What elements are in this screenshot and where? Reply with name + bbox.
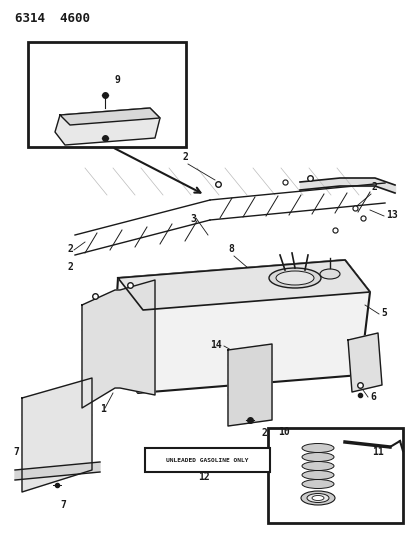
Text: UNLEADED GASOLINE ONLY: UNLEADED GASOLINE ONLY bbox=[165, 457, 247, 463]
Text: 2: 2 bbox=[182, 152, 189, 162]
Text: 5: 5 bbox=[380, 308, 386, 318]
Polygon shape bbox=[347, 333, 381, 392]
Polygon shape bbox=[60, 108, 160, 125]
Polygon shape bbox=[82, 280, 155, 408]
Ellipse shape bbox=[301, 480, 333, 489]
Text: 6: 6 bbox=[369, 392, 375, 402]
Ellipse shape bbox=[319, 269, 339, 279]
Polygon shape bbox=[55, 108, 160, 145]
Polygon shape bbox=[15, 462, 100, 480]
Text: 2: 2 bbox=[68, 262, 74, 272]
Ellipse shape bbox=[306, 494, 328, 503]
Bar bbox=[267, 428, 402, 523]
Text: 3: 3 bbox=[189, 214, 196, 224]
Text: 14: 14 bbox=[209, 340, 221, 350]
Ellipse shape bbox=[268, 268, 320, 288]
Text: 6314  4600: 6314 4600 bbox=[15, 12, 90, 25]
Text: 10: 10 bbox=[277, 427, 289, 437]
Ellipse shape bbox=[301, 462, 333, 471]
Text: 2: 2 bbox=[371, 182, 377, 192]
Text: 9: 9 bbox=[115, 75, 121, 85]
Ellipse shape bbox=[275, 271, 313, 285]
Polygon shape bbox=[22, 378, 92, 492]
Text: 11: 11 bbox=[371, 447, 383, 457]
Bar bbox=[28, 42, 186, 147]
Text: 7: 7 bbox=[60, 500, 66, 510]
Text: 12: 12 bbox=[198, 472, 209, 482]
Bar bbox=[145, 448, 270, 472]
Ellipse shape bbox=[301, 453, 333, 462]
Text: 1: 1 bbox=[100, 404, 106, 414]
Polygon shape bbox=[113, 260, 369, 393]
Polygon shape bbox=[118, 260, 369, 310]
Text: 2: 2 bbox=[261, 428, 267, 438]
Text: 13: 13 bbox=[385, 210, 397, 220]
Text: 7: 7 bbox=[13, 447, 19, 457]
Ellipse shape bbox=[301, 443, 333, 453]
Ellipse shape bbox=[311, 496, 323, 500]
Text: 4: 4 bbox=[130, 302, 135, 312]
Polygon shape bbox=[227, 344, 271, 426]
Ellipse shape bbox=[300, 491, 334, 505]
Text: 8: 8 bbox=[227, 244, 233, 254]
Text: 2: 2 bbox=[68, 244, 74, 254]
Ellipse shape bbox=[301, 471, 333, 480]
